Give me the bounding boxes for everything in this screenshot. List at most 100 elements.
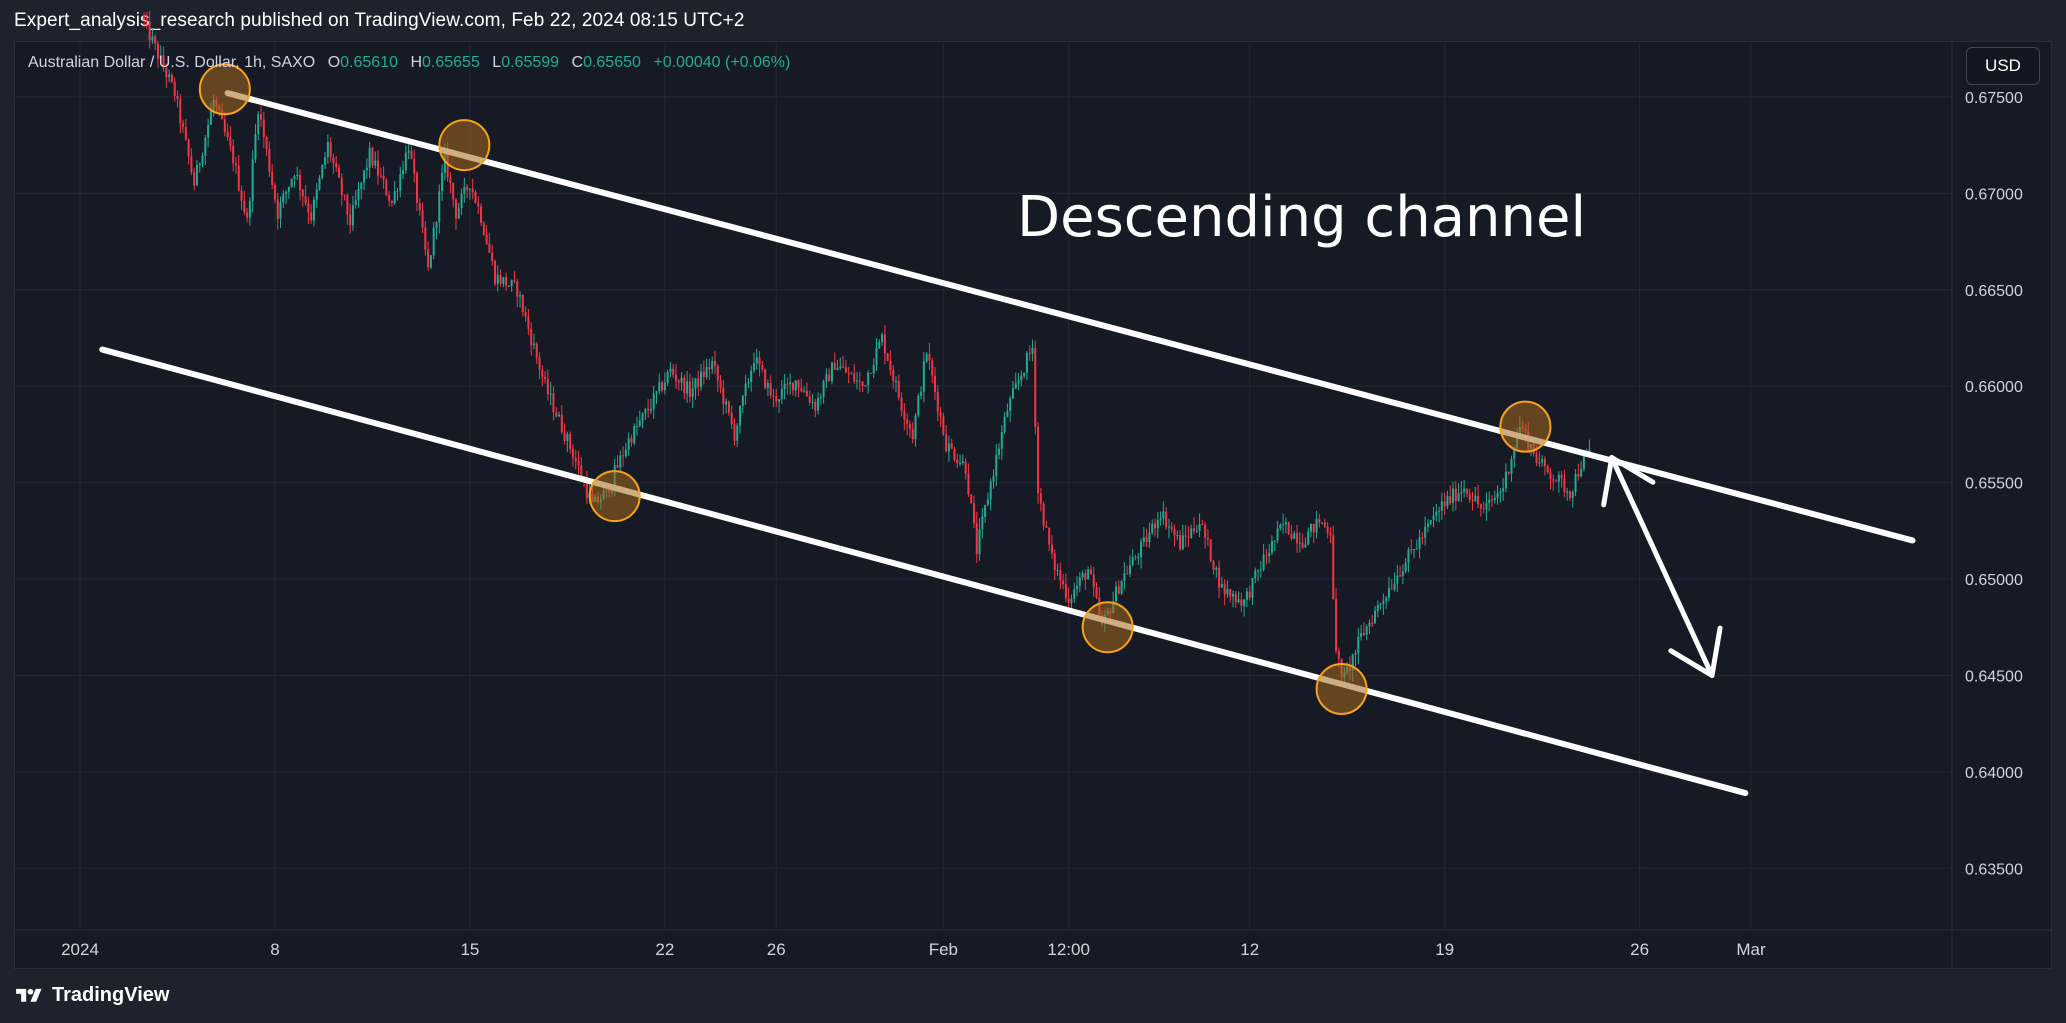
arrow-shaft[interactable] [1609, 455, 1715, 678]
candle-body [636, 425, 638, 427]
candle-body [992, 475, 995, 482]
candle-body [187, 139, 190, 157]
ohlc-legend: Australian Dollar / U.S. Dollar, 1h, SAX… [28, 54, 790, 72]
touch-point-marker[interactable] [1499, 400, 1552, 453]
candle-body [1357, 636, 1360, 653]
channel-upper-line[interactable] [224, 90, 1916, 544]
candle-body [1566, 491, 1569, 493]
candle-body [285, 191, 288, 194]
candle-body [376, 160, 379, 176]
candle-body [1268, 552, 1271, 557]
candle-body [510, 280, 513, 286]
candle-body [1424, 526, 1427, 538]
candle-body [273, 185, 276, 200]
touch-point-marker[interactable] [438, 119, 491, 172]
candle-body [1499, 491, 1502, 493]
candle-body [761, 365, 764, 370]
candle-body [1218, 567, 1221, 588]
candle-body [780, 389, 783, 400]
candle-body [254, 134, 257, 160]
candle-body [351, 205, 354, 226]
candle-body [1064, 584, 1067, 599]
candle-body [1538, 462, 1541, 464]
candle-body [271, 171, 274, 186]
candle-body [1315, 518, 1318, 533]
tradingview-footer[interactable]: TradingView [14, 984, 169, 1007]
currency-button[interactable]: USD [1966, 47, 2040, 85]
candle-body [758, 357, 761, 366]
candle-body [1426, 523, 1429, 527]
candle-body [803, 390, 806, 392]
touch-point-marker[interactable] [588, 470, 641, 523]
candle-body [733, 424, 736, 441]
chart-pane[interactable] [14, 41, 2052, 969]
candle-body [1048, 527, 1051, 545]
candle-body [354, 200, 357, 206]
touch-point-marker[interactable] [198, 63, 251, 116]
candle-body [410, 151, 413, 159]
candle-body [1234, 593, 1237, 603]
symbol-title[interactable]: Australian Dollar / U.S. Dollar, 1h, SAX… [28, 54, 316, 71]
candle-body [1323, 522, 1326, 527]
candle-body [1543, 458, 1546, 466]
candle-body [535, 343, 538, 358]
time-tick-label: 2024 [61, 940, 99, 959]
candle-body [875, 348, 878, 366]
candle-body [404, 152, 407, 171]
candle-body [842, 366, 845, 368]
candle-body [338, 167, 341, 178]
candle-body [516, 281, 519, 297]
channel-lower-line[interactable] [99, 346, 1749, 797]
candle-body [159, 55, 162, 59]
candle-body [811, 401, 814, 403]
candle-body [641, 413, 644, 421]
candle-body [822, 381, 825, 397]
candle-body [438, 191, 441, 223]
candle-body [1307, 531, 1310, 545]
candle-body [727, 401, 730, 413]
candle-body [1137, 557, 1140, 559]
candle-body [872, 365, 875, 374]
candle-body [1287, 522, 1290, 535]
time-tick-label: 26 [1630, 940, 1649, 959]
candle-body [1243, 599, 1246, 606]
candle-body [683, 377, 686, 394]
candle-body [1387, 588, 1390, 598]
candle-body [917, 395, 920, 416]
candle-body [1418, 537, 1421, 549]
candle-body [1276, 528, 1279, 541]
candle-body [775, 396, 778, 402]
publisher-name[interactable]: Expert_analysis_research [14, 10, 236, 31]
candle-body [176, 95, 179, 99]
candle-body [1332, 535, 1335, 600]
candle-body [1326, 526, 1329, 533]
candle-body [1059, 569, 1062, 581]
candle-body [563, 432, 566, 442]
candle-body [1582, 454, 1585, 469]
candle-body [633, 426, 636, 444]
candle-body [1039, 493, 1042, 504]
candle-body [552, 393, 555, 413]
candle-body [1298, 542, 1301, 544]
candle-body [1318, 518, 1321, 523]
candle-body [173, 81, 176, 96]
candle-body [900, 397, 903, 411]
candle-body [505, 277, 508, 286]
candle-body [1460, 492, 1463, 494]
candle-body [981, 516, 984, 530]
candle-body [1413, 548, 1416, 550]
candle-body [452, 183, 455, 200]
candle-body [315, 189, 318, 200]
candle-body [1117, 586, 1120, 594]
candle-body [379, 175, 382, 177]
candle-body [424, 227, 427, 250]
candle-body [558, 414, 561, 417]
touch-point-marker[interactable] [1081, 601, 1134, 654]
candle-body [622, 455, 625, 457]
candle-body [1552, 479, 1555, 481]
candle-body [1223, 583, 1226, 595]
candle-body [457, 207, 460, 219]
touch-point-marker[interactable] [1315, 662, 1368, 715]
candle-body [1195, 530, 1198, 532]
